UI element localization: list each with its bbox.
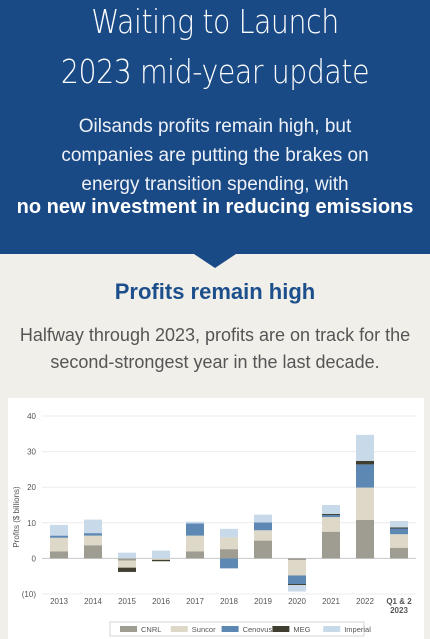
- x-tick-label: 2016: [152, 597, 170, 606]
- bar-segment-suncor: [288, 560, 306, 576]
- legend-label: MEG: [293, 625, 310, 634]
- hero-lead-text: Oilsands profits remain high, but compan…: [0, 112, 430, 199]
- y-tick-label: 0: [32, 554, 37, 563]
- hero-lead-line: Oilsands profits remain high, but: [78, 116, 352, 137]
- bar-segment-cenovus: [50, 535, 68, 538]
- legend-label: Cenovus: [243, 625, 273, 634]
- bar-segment-cnrl: [254, 540, 272, 559]
- legend-swatch: [120, 626, 137, 632]
- bar-segment-suncor: [186, 535, 204, 552]
- bar-segment-meg: [322, 513, 340, 515]
- bar-segment-meg: [356, 460, 374, 465]
- bar-segment-cnrl: [288, 558, 306, 561]
- profits-stacked-bar-chart: 40 30 20 10 0 (10) Profits ($ billions) 2013 201…: [12, 412, 416, 637]
- bar-segment-imperial: [322, 505, 340, 514]
- bar-segment-imperial: [118, 552, 136, 559]
- bar-segment-meg: [390, 527, 408, 529]
- x-tick-label: 2015: [118, 597, 136, 606]
- bar-segment-suncor: [322, 517, 340, 532]
- legend-label: CNRL: [141, 625, 161, 634]
- bar-segment-suncor: [152, 558, 170, 560]
- legend-label: Imperial: [344, 625, 371, 634]
- bar-segment-cnrl: [186, 551, 204, 559]
- bar-segment-imperial: [50, 524, 68, 536]
- section-title: Profits remain high: [114, 279, 316, 304]
- bar-segment-imperial: [288, 585, 306, 592]
- bar-segment-cnrl: [390, 547, 408, 559]
- y-tick-label: 30: [27, 448, 36, 457]
- bar-segment-cenovus: [254, 522, 272, 531]
- bar-segment-suncor: [220, 537, 238, 550]
- bar-segment-suncor: [254, 530, 272, 541]
- bar-segment-cenovus: [84, 533, 102, 536]
- y-tick-label: (10): [22, 590, 37, 599]
- legend-swatch: [170, 626, 188, 632]
- bar-segment-cenovus: [322, 514, 340, 518]
- hero-lead-line: companies are putting the brakes on: [61, 145, 369, 166]
- bar-segment-cnrl: [356, 519, 374, 559]
- bar-segment-cenovus: [288, 575, 306, 585]
- bar-segment-meg: [152, 559, 170, 562]
- bar-segment-imperial: [152, 550, 170, 559]
- section-lead-text: Halfway through 2023, profits are on tra…: [0, 322, 430, 376]
- bar-segment-meg: [288, 584, 306, 586]
- x-tick-label: 2014: [84, 597, 102, 606]
- bar-segment-suncor: [118, 560, 136, 568]
- bar-segment-imperial: [356, 434, 374, 461]
- legend-swatch: [272, 626, 290, 632]
- bar-segment-cnrl: [220, 549, 238, 559]
- hero-banner: Waiting to Launch 2023 mid-year update O…: [0, 0, 430, 268]
- bar-segment-imperial: [390, 521, 408, 528]
- section-lead-line: Halfway through 2023, profits are on tra…: [19, 325, 411, 345]
- x-tick-label: Q1 & 2: [386, 597, 412, 606]
- bar-segment-imperial: [186, 521, 204, 524]
- x-tick-label: 2023: [390, 606, 408, 615]
- page-title-line-1: Waiting to Launch: [91, 2, 339, 41]
- x-tick-label: 2020: [288, 597, 306, 606]
- bar-segment-cnrl: [50, 551, 68, 559]
- bar-segment-cenovus: [220, 558, 238, 569]
- x-tick-label: 2017: [186, 597, 204, 606]
- bar-segment-cenovus: [186, 523, 204, 536]
- y-axis-label: Profits ($ billions): [12, 486, 21, 548]
- hero-lead-line: energy transition spending, with: [81, 174, 349, 195]
- profits-chart-card: 40 30 20 10 0 (10) Profits ($ billions) 2013 201…: [8, 398, 424, 639]
- legend-label: Suncor: [192, 625, 216, 634]
- hero-emphasis-text: no new investment in reducing emissions: [16, 196, 414, 218]
- bar-segment-suncor: [84, 535, 102, 546]
- bar-segment-meg: [118, 567, 136, 572]
- bar-segment-imperial: [220, 528, 238, 538]
- section-lead-line: second-strongest year in the last decade…: [50, 352, 380, 372]
- bar-segment-cenovus: [390, 528, 408, 535]
- x-tick-label: 2018: [220, 597, 238, 606]
- x-tick-label: 2013: [50, 597, 68, 606]
- bar-segment-cnrl: [118, 558, 136, 561]
- bar-segment-suncor: [390, 534, 408, 548]
- x-tick-label: 2022: [356, 597, 374, 606]
- legend-swatch: [221, 626, 239, 632]
- bar-segment-cnrl: [322, 531, 340, 559]
- bar-segment-cenovus: [356, 464, 374, 488]
- bar-segment-suncor: [356, 487, 374, 520]
- y-tick-label: 40: [27, 412, 36, 421]
- bar-segment-suncor: [50, 537, 68, 552]
- y-tick-label: 20: [27, 483, 36, 492]
- page-title-line-2: 2023 mid-year update: [60, 52, 370, 91]
- x-tick-label: 2019: [254, 597, 272, 606]
- bar-segment-imperial: [84, 519, 102, 534]
- bar-segment-cnrl: [84, 545, 102, 559]
- y-tick-label: 10: [27, 519, 36, 528]
- bar-segment-imperial: [254, 514, 272, 523]
- legend-swatch: [323, 626, 341, 632]
- x-tick-label: 2021: [322, 597, 340, 606]
